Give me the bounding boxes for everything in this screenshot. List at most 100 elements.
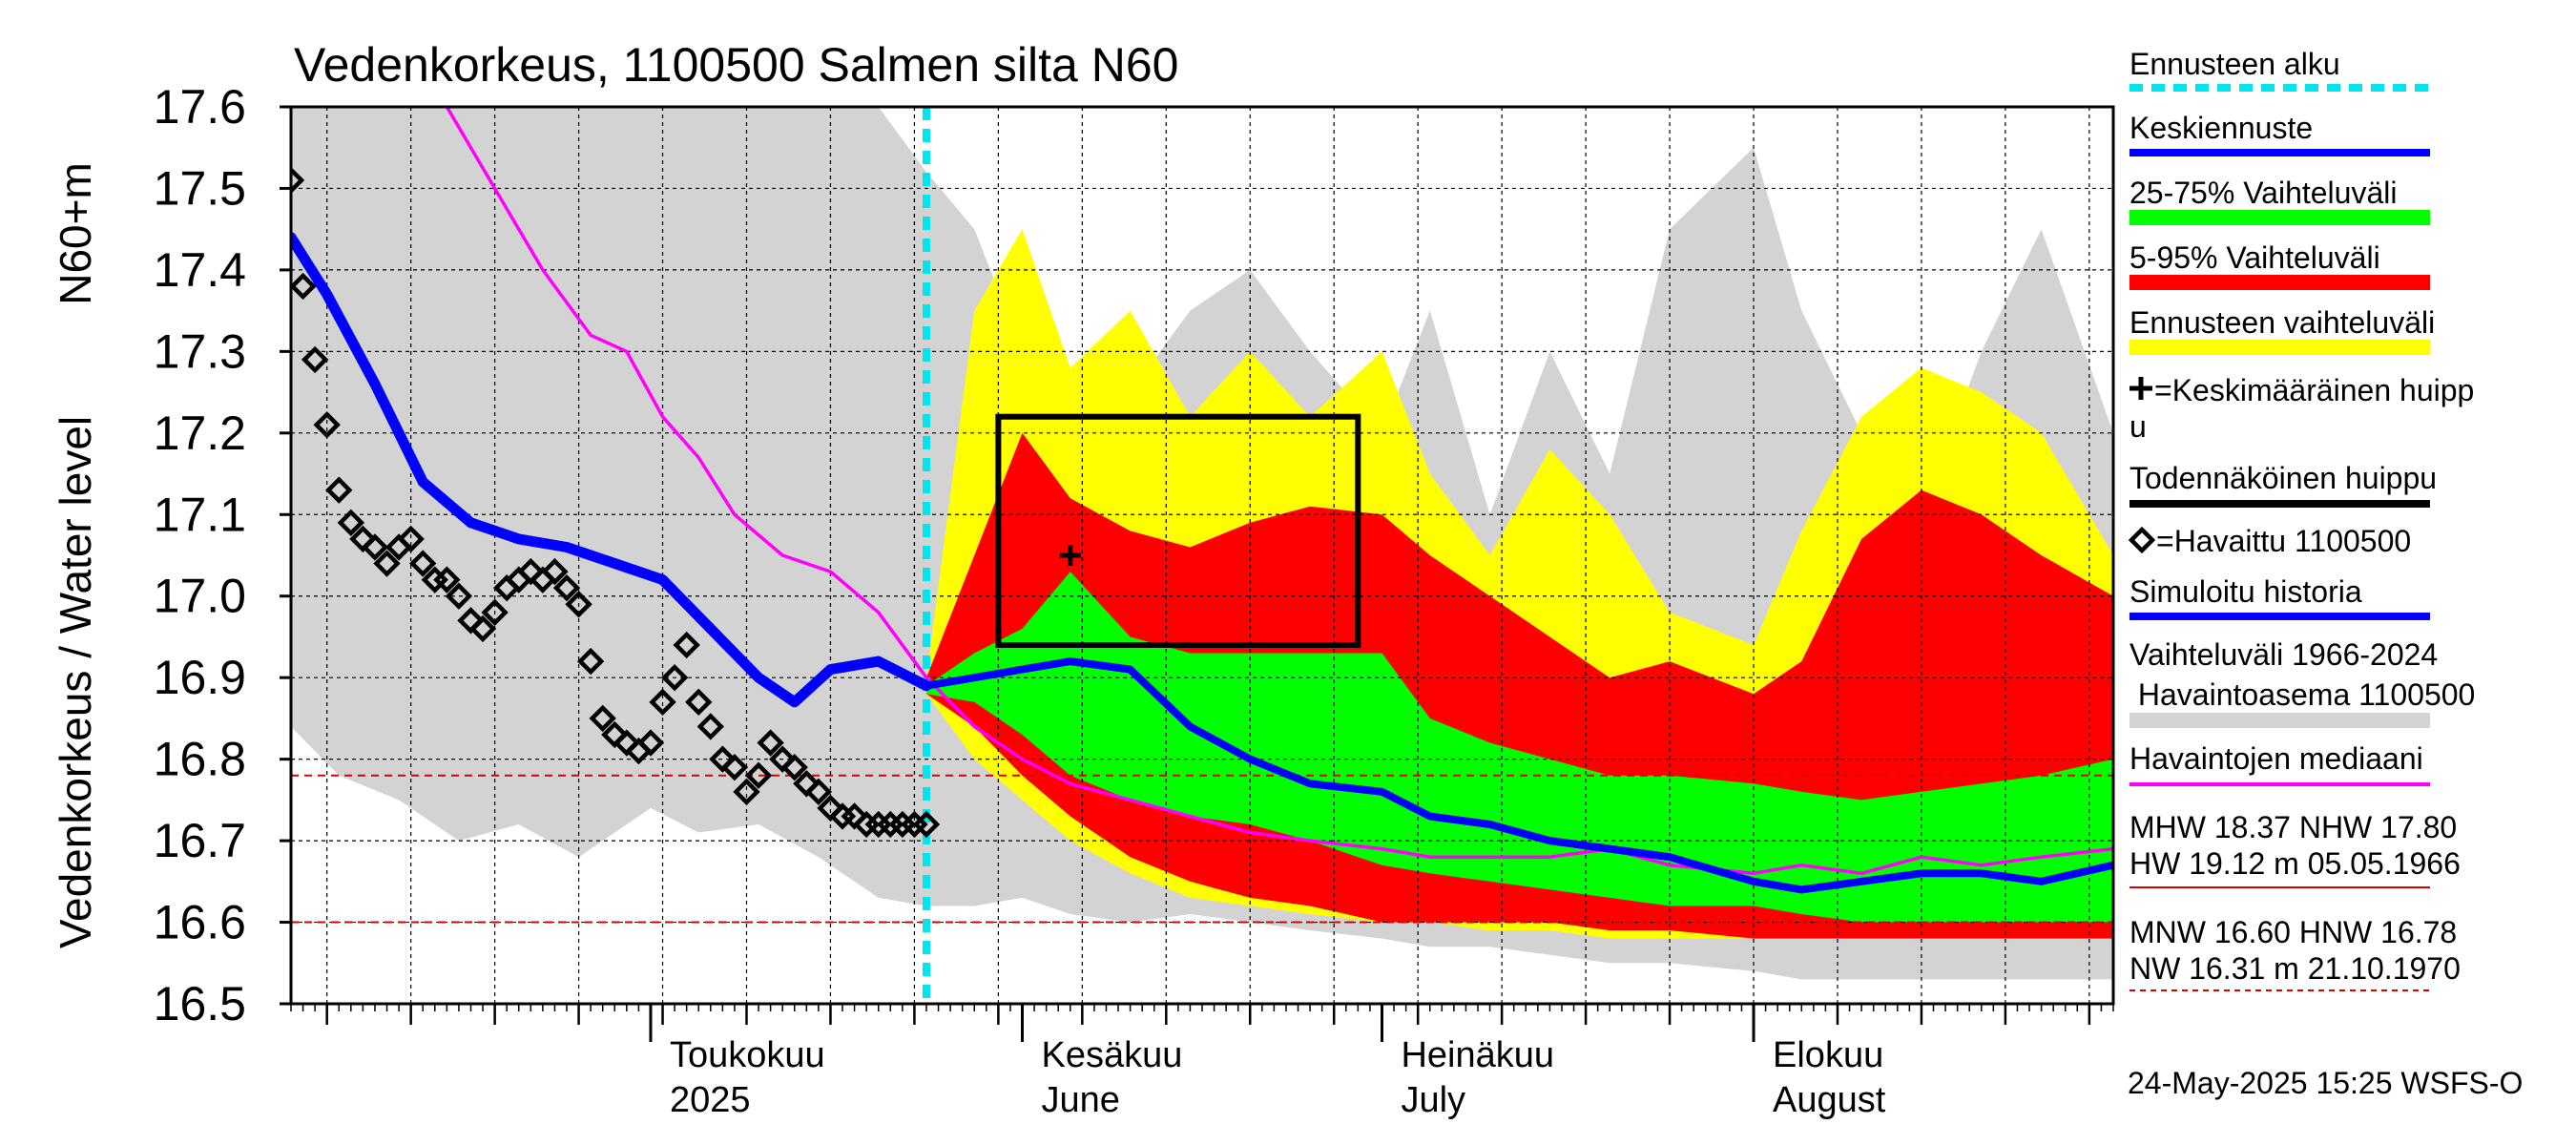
- observed-point: [685, 688, 713, 717]
- observed-point: [912, 810, 941, 839]
- legend-label: Ennusteen alku: [2129, 47, 2340, 81]
- observed-point: [804, 778, 833, 806]
- legend-stats-text: MNW 16.60 HNW 16.78: [2129, 915, 2457, 949]
- probable-peak-layer: [995, 413, 1361, 648]
- observed-point: [673, 631, 700, 659]
- x-month-label: Heinäkuu: [1401, 1035, 1554, 1075]
- observed-point: [481, 598, 509, 627]
- x-month-label: Elokuu: [1773, 1035, 1883, 1075]
- observed-point: [636, 729, 665, 757]
- legend-label-continued: Havaintoasema 1100500: [2129, 677, 2475, 712]
- legend-label: Havaintojen mediaani: [2129, 741, 2423, 776]
- legend-label: Todennäköinen huippu: [2129, 461, 2437, 495]
- observed-point: [660, 663, 689, 692]
- observed-point: [457, 607, 485, 635]
- y-tick-label: 17.4: [154, 243, 246, 297]
- observed-point: [696, 713, 724, 740]
- simulated-history-line: [291, 232, 932, 708]
- observed-point: [757, 729, 784, 757]
- reference-lines-layer: [291, 774, 2113, 924]
- y-tick-label: 16.5: [154, 977, 246, 1030]
- observed-point: [613, 729, 641, 757]
- plot-area: [291, 107, 2113, 1004]
- observed-point: [517, 557, 545, 586]
- observed-point: [733, 778, 760, 806]
- observed-point: [349, 525, 377, 553]
- x-month-label: Toukokuu: [670, 1035, 825, 1075]
- observation-median-line: [445, 107, 2113, 876]
- y-tick-label: 16.9: [154, 651, 246, 704]
- observed-point: [468, 614, 497, 643]
- observed-point: [565, 591, 592, 618]
- observed-point: [541, 557, 569, 586]
- y-tick-label: 17.2: [154, 406, 246, 460]
- probable-peak-box: [995, 413, 1361, 648]
- observed-point: [841, 802, 868, 830]
- x-month-sublabel: August: [1773, 1080, 1886, 1120]
- x-month-sublabel: 2025: [670, 1080, 751, 1120]
- legend-label: 5-95% Vaihteluväli: [2129, 240, 2380, 275]
- mean-peak-marker: [1059, 545, 1081, 566]
- observed-point: [744, 761, 773, 789]
- y-tick-label: 16.6: [154, 896, 246, 949]
- band-25-75: [926, 572, 2113, 923]
- legend-label-continued: u: [2129, 409, 2147, 444]
- legend-stats-text: MHW 18.37 NHW 17.80: [2129, 810, 2457, 844]
- y-axis-label: Vedenkorkeus / Water level: [51, 416, 100, 948]
- legend-label: Keskiennuste: [2129, 111, 2313, 145]
- observed-point: [780, 753, 808, 781]
- observed-point: [601, 720, 629, 749]
- observed-point: [313, 411, 341, 439]
- observed-point: [409, 550, 437, 577]
- mean-forecast-line: [923, 657, 2113, 894]
- y-tick-label: 17.5: [154, 161, 246, 215]
- observed-point: [817, 794, 844, 822]
- observed-point: [373, 550, 401, 577]
- observed-point: [589, 704, 616, 733]
- legend-label: =Havaittu 1100500: [2156, 524, 2411, 558]
- y-tick-label: 17.0: [154, 570, 246, 623]
- observed-point: [720, 753, 749, 781]
- legend-label: Simuloitu historia: [2129, 574, 2362, 609]
- observed-point: [291, 166, 305, 195]
- legend-symbol-diamond: [2128, 526, 2156, 554]
- grid-layer: [291, 107, 2113, 1004]
- legend-stats-text: HW 19.12 m 05.05.1966: [2129, 846, 2461, 881]
- observed-point: [552, 573, 581, 602]
- y-tick-label: 16.7: [154, 814, 246, 867]
- observed-point: [291, 272, 317, 301]
- y-axis-label-group: Vedenkorkeus / Water level N60+m: [51, 162, 100, 948]
- observed-point: [433, 566, 461, 593]
- series-lines-layer: [291, 107, 2113, 1004]
- axes-layer: 16.5 16.6 16.7 16.8 16.9 17.0 17.1 17.2 17.3 17.4…: [154, 80, 2114, 1120]
- legend-stats-text: NW 16.31 m 21.10.1970: [2129, 951, 2461, 986]
- observed-point: [769, 745, 797, 773]
- observed-point: [301, 345, 329, 374]
- observed-points-layer: [291, 166, 941, 839]
- observed-point: [793, 770, 821, 798]
- x-month-sublabel: June: [1042, 1080, 1120, 1120]
- legend-label: Vaihteluväli 1966-2024: [2129, 637, 2438, 672]
- x-month-sublabel: July: [1401, 1080, 1465, 1120]
- legend-label: Ennusteen vaihteluväli: [2129, 305, 2435, 340]
- observed-point: [576, 647, 605, 676]
- forecast-bands-layer: [926, 229, 2113, 939]
- legend: Ennusteen alku Keskiennuste 25-75% Vaihtel…: [2128, 47, 2475, 991]
- legend-label: 25-75% Vaihteluväli: [2129, 176, 2397, 210]
- x-month-label: Kesäkuu: [1042, 1035, 1183, 1075]
- y-tick-label: 17.6: [154, 80, 246, 134]
- observed-point: [649, 688, 676, 717]
- footer-timestamp: 24-May-2025 15:25 WSFS-O: [2128, 1066, 2523, 1100]
- observed-point: [361, 533, 389, 561]
- y-tick-label: 16.8: [154, 733, 246, 786]
- y-tick-label: 17.1: [154, 488, 246, 541]
- y-axis-unit-label: N60+m: [51, 162, 100, 305]
- observed-point: [337, 509, 365, 537]
- observed-point: [709, 745, 737, 773]
- y-tick-label: 17.3: [154, 324, 246, 378]
- observed-point: [397, 525, 425, 553]
- legend-label: =Keskimääräinen huipp: [2154, 373, 2474, 407]
- observed-point: [445, 582, 473, 610]
- observed-point: [325, 476, 353, 504]
